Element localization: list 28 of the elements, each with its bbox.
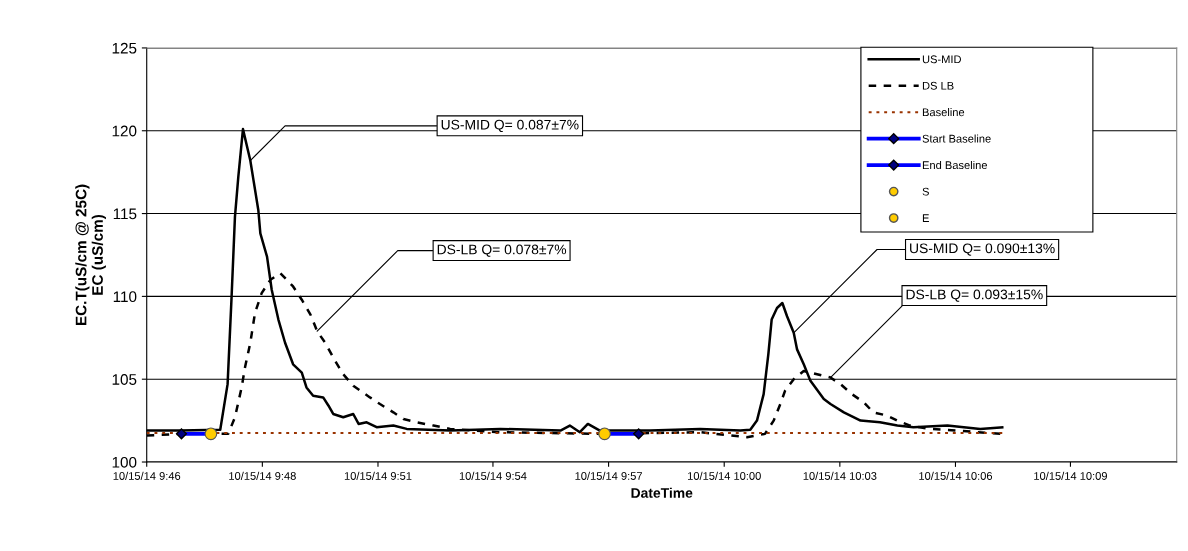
legend-label: End Baseline	[922, 160, 988, 170]
x-tick-label: 10/15/14 10:06	[919, 471, 993, 480]
y-tick-label: 115	[113, 208, 137, 220]
x-tick-label: 10/15/14 10:00	[687, 471, 761, 480]
x-tick-label: 10/15/14 9:46	[113, 471, 181, 480]
annotation: DS-LB Q= 0.093±15%	[906, 289, 1043, 302]
x-axis-title: DateTime	[631, 487, 693, 498]
y-tick-label: 110	[113, 291, 137, 303]
legend-label: E	[922, 214, 929, 222]
y-tick-label: 105	[112, 374, 137, 385]
y-tick-label: 120	[112, 125, 137, 137]
x-tick-label: 10/15/14 9:57	[575, 471, 643, 480]
legend-label: US-MID	[922, 55, 961, 64]
annotation: US-MID Q= 0.087±7%	[441, 119, 579, 133]
legend-label: DS LB	[922, 81, 954, 90]
y-tick-label: 100	[112, 456, 137, 468]
legend-label: S	[922, 187, 929, 196]
x-tick-label: 10/15/14 9:51	[344, 471, 412, 480]
annotation: US-MID Q= 0.090±13%	[910, 243, 1055, 256]
annotation: DS-LB Q= 0.078±7%	[437, 244, 567, 257]
legend-label: Baseline	[922, 108, 965, 117]
y-axis-title: EC.T(uS/cm @ 25C) EC (uS/cm)	[75, 184, 106, 326]
legend-label: Start Baseline	[922, 134, 991, 143]
x-tick-label: 10/15/14 10:09	[1034, 471, 1107, 480]
y-tick-label: 125	[112, 42, 137, 54]
x-tick-label: 10/15/14 9:48	[229, 471, 296, 480]
x-tick-label: 10/15/14 10:03	[803, 471, 877, 480]
x-tick-label: 10/15/14 9:54	[459, 471, 527, 480]
